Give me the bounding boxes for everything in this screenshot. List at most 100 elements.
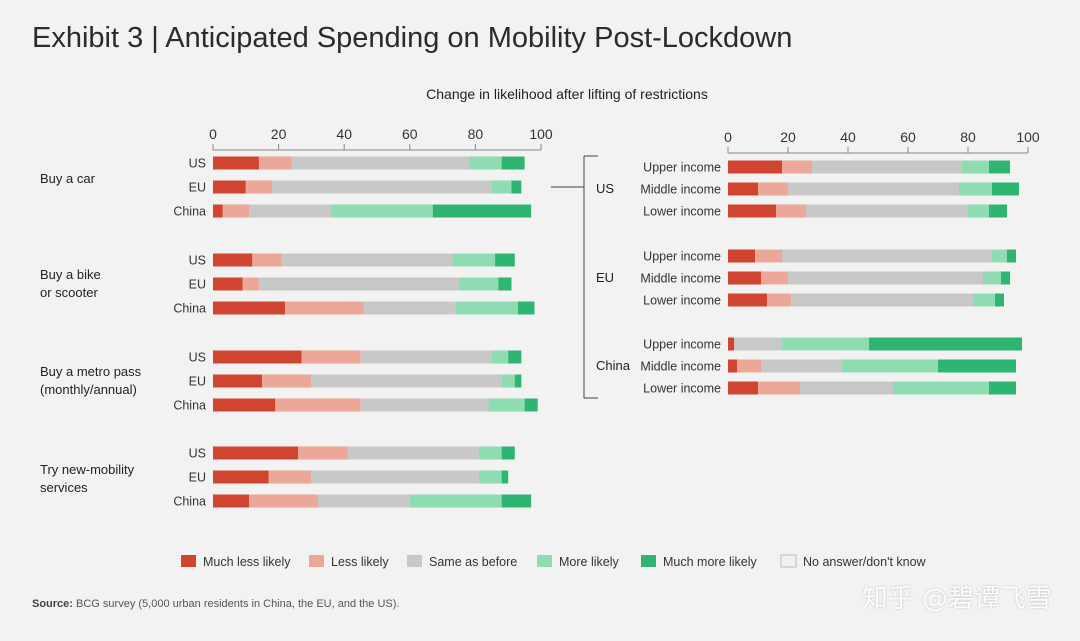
row-label: EU [189, 278, 206, 292]
bar-segment-much-more [869, 337, 1022, 351]
legend-label: Much more likely [663, 555, 758, 569]
bar-segment-much-more [432, 204, 532, 218]
group-label: Try new-mobility services [40, 462, 135, 495]
bar-segment-less [242, 277, 259, 291]
bar-segment-much-more [518, 301, 535, 315]
row-label: Lower income [643, 382, 721, 396]
group-label-line: Try new-mobility [40, 462, 135, 477]
bar-segment-much-less [213, 204, 223, 218]
bar-segment-much-less [728, 271, 761, 285]
group-label-line: China [596, 358, 631, 373]
legend-label: Much less likely [203, 555, 291, 569]
x-tick-label: 40 [840, 129, 856, 145]
chart-subtitle: Change in likelihood after lifting of re… [426, 86, 708, 102]
bar-segment-same [788, 182, 959, 196]
bar-segment-same [363, 301, 456, 315]
bar-segment-more [974, 293, 995, 307]
bar-segment-less [776, 204, 806, 218]
bar-segment-much-more [1007, 249, 1016, 263]
bar-segment-same [258, 277, 459, 291]
bar-segment-much-less [728, 160, 782, 174]
x-tick-label: 0 [724, 129, 732, 145]
row-label: US [189, 254, 206, 268]
bar-segment-more [842, 359, 938, 373]
bar-segment-much-less [213, 446, 299, 460]
row-label: Middle income [640, 360, 721, 374]
bar-segment-much-less [213, 398, 276, 412]
bar-segment-more [459, 277, 499, 291]
bar-segment-more [962, 160, 989, 174]
source-note: Source: BCG survey (5,000 urban resident… [32, 598, 399, 610]
bar-segment-much-less [728, 337, 734, 351]
bar-segment-much-more [514, 374, 522, 388]
bar-segment-more [968, 204, 989, 218]
bar-segment-much-more [498, 277, 512, 291]
bar-segment-more [452, 253, 496, 267]
bar-segment-more [959, 182, 992, 196]
bar-segment-much-more [992, 182, 1019, 196]
bar-segment-much-more [524, 398, 538, 412]
bar-segment-same [272, 180, 492, 194]
row-label: EU [189, 181, 206, 195]
bar-segment-less [737, 359, 761, 373]
x-tick-label: 60 [402, 126, 418, 142]
bar-segment-less [767, 293, 791, 307]
bar-segment-much-less [728, 293, 767, 307]
bar-segment-same [800, 381, 893, 395]
panel-connector [551, 155, 598, 399]
bar-segment-more [491, 180, 512, 194]
legend-swatch [181, 555, 196, 567]
bar-segment-less [222, 204, 250, 218]
x-tick-label: 80 [960, 129, 976, 145]
legend-label: Same as before [429, 555, 517, 569]
bar-segment-less [258, 156, 292, 170]
row-label: China [173, 205, 206, 219]
group-label: EU [596, 270, 614, 285]
x-tick-label: 40 [336, 126, 352, 142]
legend-label: More likely [559, 555, 619, 569]
row-label: China [173, 495, 206, 509]
bar-segment-much-more [501, 494, 532, 508]
bar-segment-same [761, 359, 842, 373]
bar-segment-more [455, 301, 519, 315]
row-label: China [173, 399, 206, 413]
bar-segment-much-less [213, 494, 250, 508]
bar-segment-much-less [728, 359, 737, 373]
bar-segment-much-more [495, 253, 515, 267]
group-label-line: or scooter [40, 285, 98, 300]
bar-segment-same [812, 160, 962, 174]
bar-segment-less [275, 398, 361, 412]
group-label-line: (monthly/annual) [40, 382, 137, 397]
bar-segment-more [478, 446, 502, 460]
bar-segment-same [791, 293, 974, 307]
bar-segment-more [992, 249, 1007, 263]
bar-segment-same [347, 446, 479, 460]
row-label: Upper income [643, 250, 721, 264]
source-text: BCG survey (5,000 urban residents in Chi… [76, 598, 400, 610]
group-label: Buy a car [40, 171, 96, 186]
row-label: Lower income [643, 294, 721, 308]
legend-swatch [309, 555, 324, 567]
legend-label: No answer/don't know [803, 555, 927, 569]
bar-segment-less [782, 160, 812, 174]
bar-segment-less [252, 253, 282, 267]
bar-segment-same [281, 253, 453, 267]
bar-segment-much-more [989, 381, 1016, 395]
bar-segment-more [983, 271, 1001, 285]
bar-segment-less [268, 470, 312, 484]
x-tick-label: 0 [209, 126, 217, 142]
bar-segment-much-less [213, 253, 253, 267]
watermark: 知乎 @碧谭飞雪 [861, 584, 1052, 614]
group-label: Buy a metro pass (monthly/annual) [40, 364, 142, 397]
bar-segment-much-more [511, 180, 522, 194]
x-tick-label: 80 [468, 126, 484, 142]
bar-segment-same [806, 204, 968, 218]
bar-segment-much-less [728, 204, 776, 218]
bar-segment-much-more [938, 359, 1016, 373]
row-label: China [173, 302, 206, 316]
bar-segment-much-more [989, 160, 1010, 174]
bar-segment-less [285, 301, 364, 315]
row-label: Middle income [640, 272, 721, 286]
bar-segment-more [409, 494, 502, 508]
